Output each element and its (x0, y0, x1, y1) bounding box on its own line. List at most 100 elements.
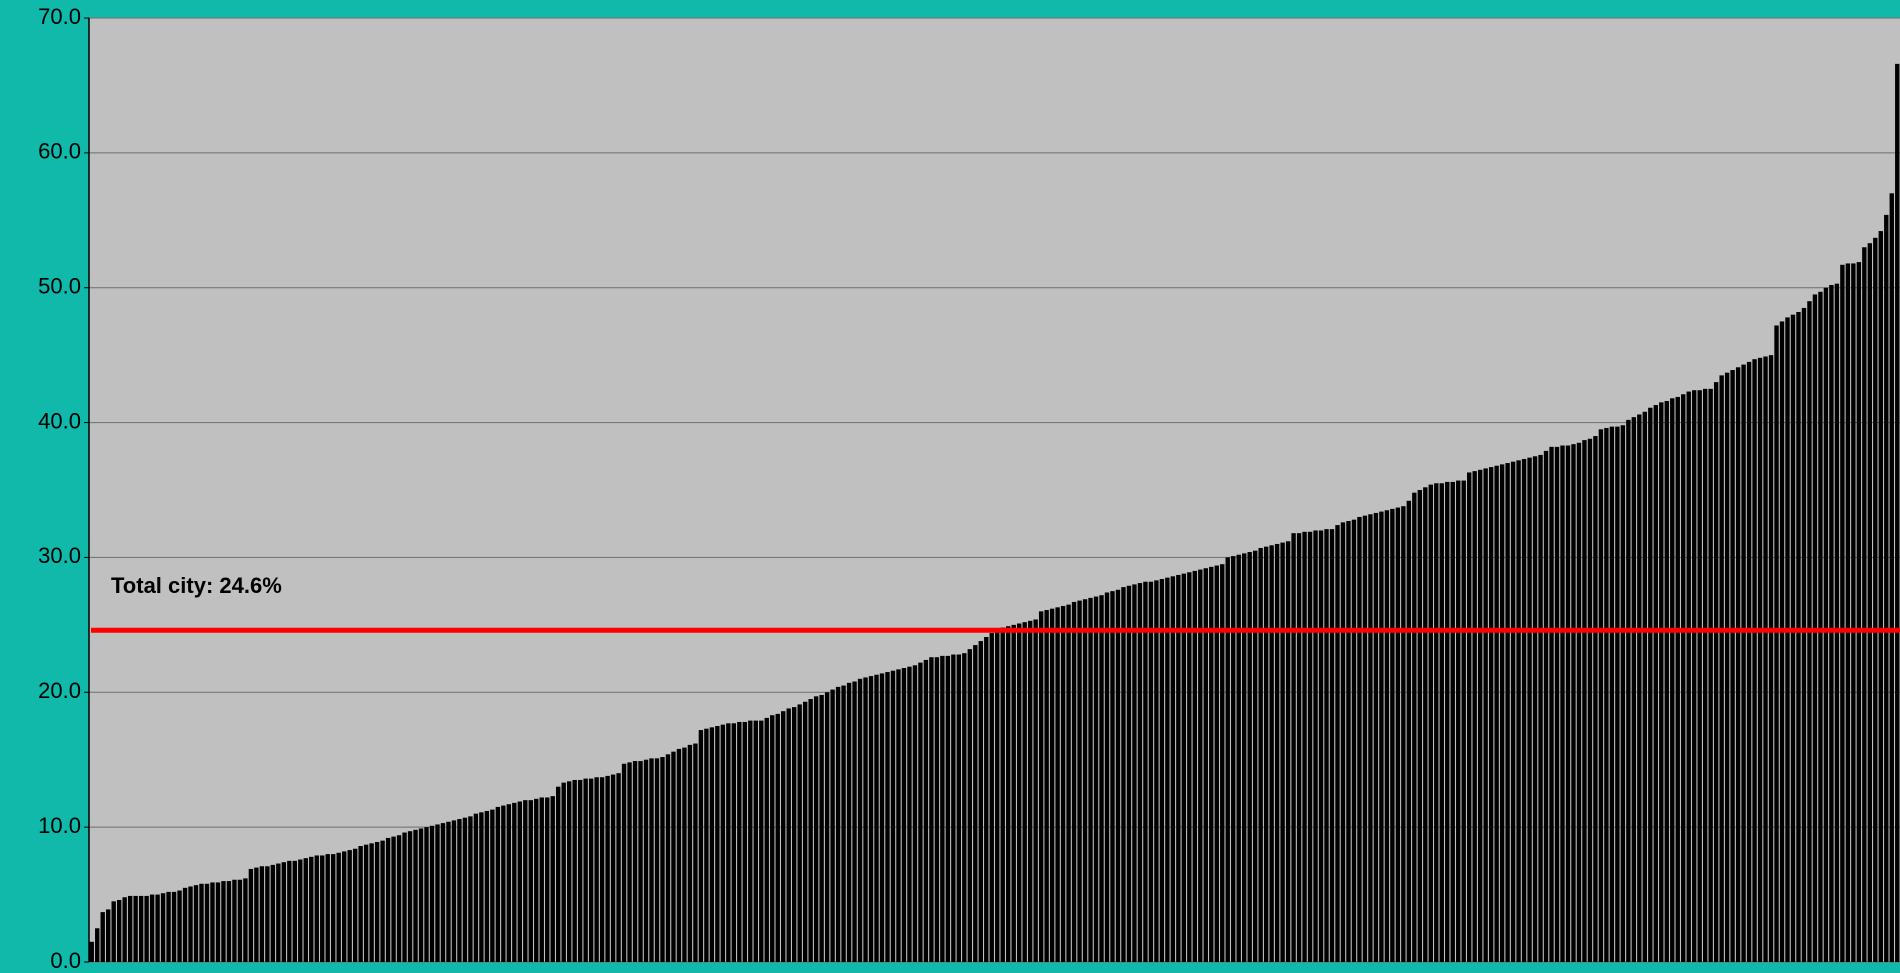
bar (429, 825, 435, 962)
bar (1598, 429, 1604, 962)
bar (1527, 457, 1532, 962)
bar (1873, 237, 1878, 962)
bar (1318, 530, 1324, 962)
bar (358, 846, 363, 962)
bar (331, 854, 336, 962)
bar (440, 823, 446, 962)
bar (265, 866, 270, 962)
bar (1664, 400, 1669, 963)
bar (1648, 407, 1653, 962)
bar (1368, 514, 1373, 962)
bar (506, 804, 512, 962)
bar (1483, 468, 1488, 962)
bar (232, 879, 237, 962)
bar (1823, 287, 1829, 962)
bar (545, 797, 550, 962)
bar (1593, 436, 1598, 962)
bar (1516, 460, 1521, 962)
bar (962, 653, 967, 962)
bar (709, 727, 715, 962)
bar (281, 862, 287, 962)
y-tick-label: 30.0 (38, 543, 81, 568)
reference-label: Total city: 24.6% (111, 573, 282, 598)
bar (1324, 529, 1329, 962)
bar (1620, 425, 1626, 963)
bar (649, 758, 654, 962)
bar (314, 855, 319, 962)
bar (528, 800, 533, 962)
bar (106, 909, 111, 962)
bar (731, 723, 737, 962)
bar (781, 711, 786, 962)
bar (720, 724, 726, 962)
bar (1719, 375, 1724, 962)
bar (1137, 583, 1143, 962)
bar (1582, 440, 1587, 962)
bar (517, 801, 522, 962)
bar (1093, 596, 1099, 962)
bar (1165, 577, 1170, 962)
bar (347, 850, 352, 962)
bar (1335, 525, 1340, 962)
bar (171, 891, 177, 962)
bar (1878, 231, 1883, 962)
bar (1225, 557, 1230, 962)
bar (446, 821, 451, 962)
bar (1011, 624, 1016, 962)
y-tick-label: 20.0 (38, 678, 81, 703)
bar (1038, 611, 1044, 962)
bar (1027, 620, 1033, 962)
bar (852, 681, 857, 962)
bar (967, 649, 972, 962)
bar (380, 840, 385, 962)
bar (687, 744, 693, 962)
bar (1560, 445, 1565, 962)
bar (1000, 627, 1005, 962)
bar (1554, 446, 1560, 962)
bar (1302, 531, 1307, 962)
bar (160, 893, 166, 962)
bar (671, 751, 676, 962)
bar (287, 860, 292, 962)
bar (676, 748, 682, 962)
bar (1895, 63, 1900, 962)
bar (1373, 512, 1379, 962)
y-tick-label: 0.0 (50, 948, 81, 973)
bar (1768, 355, 1774, 963)
bar (1132, 584, 1137, 962)
bar (594, 777, 599, 962)
bar (1851, 263, 1856, 962)
bar (363, 844, 369, 962)
bar (1571, 444, 1576, 962)
bar (100, 912, 105, 962)
bar (797, 704, 802, 962)
bar (1488, 467, 1494, 962)
bar (457, 819, 462, 962)
bar (1494, 465, 1499, 962)
bar (210, 882, 215, 962)
bar (1445, 481, 1450, 962)
bar (1587, 438, 1593, 962)
bar (1088, 597, 1093, 962)
bar (868, 676, 874, 962)
bar (786, 708, 791, 962)
bar (1390, 508, 1395, 962)
bar (693, 743, 698, 962)
bar (742, 721, 747, 962)
bar (1280, 542, 1285, 962)
bar (1017, 623, 1022, 962)
bar (1884, 214, 1889, 963)
bar (973, 645, 978, 962)
bar (1143, 581, 1148, 962)
bar (1779, 321, 1785, 962)
bar (407, 831, 413, 962)
bar (418, 828, 424, 962)
bar (155, 894, 160, 962)
bar (1055, 607, 1060, 962)
bar (336, 852, 341, 962)
bar (1521, 458, 1527, 962)
bar (605, 775, 610, 962)
bar (303, 858, 308, 962)
bar (1763, 356, 1768, 962)
